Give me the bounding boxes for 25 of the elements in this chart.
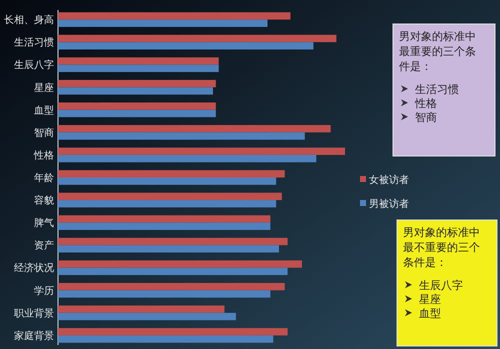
y-tick-label: 学历 xyxy=(34,284,54,297)
text: 血型 xyxy=(419,307,441,320)
text: 性格 xyxy=(414,97,437,110)
y-tick-label: 生辰八字 xyxy=(14,59,54,72)
y-tick-label: 年龄 xyxy=(34,172,54,184)
y-tick-label: 资产 xyxy=(34,240,54,252)
y-tick-label: 容貌 xyxy=(34,194,54,207)
y-tick-label: 血型 xyxy=(34,104,54,116)
y-tick-label: 星座 xyxy=(34,82,54,94)
y-tick-label: 职业背景 xyxy=(14,307,54,320)
legend-label: 男被访者 xyxy=(369,198,409,210)
text: 男对象的标准中最重要的三个条件是： xyxy=(399,30,476,73)
y-tick-label: 脾气 xyxy=(34,217,54,230)
y-tick-label: 经济状况 xyxy=(14,262,54,274)
legend-label: 女被访者 xyxy=(369,174,409,186)
y-tick-label: 生活习惯 xyxy=(14,36,54,49)
text: 星座 xyxy=(419,293,441,306)
text: 生辰八字 xyxy=(419,279,463,292)
text: 智商 xyxy=(415,111,437,124)
y-tick-label: 长相、身高 xyxy=(4,14,54,26)
text: 生活习惯 xyxy=(415,83,459,96)
y-tick-label: 家庭背景 xyxy=(14,330,54,342)
y-tick-label: 性格 xyxy=(33,149,54,162)
y-tick-label: 智商 xyxy=(34,126,54,139)
text: 男对象的标准中最不重要的三个条件是： xyxy=(403,226,480,269)
